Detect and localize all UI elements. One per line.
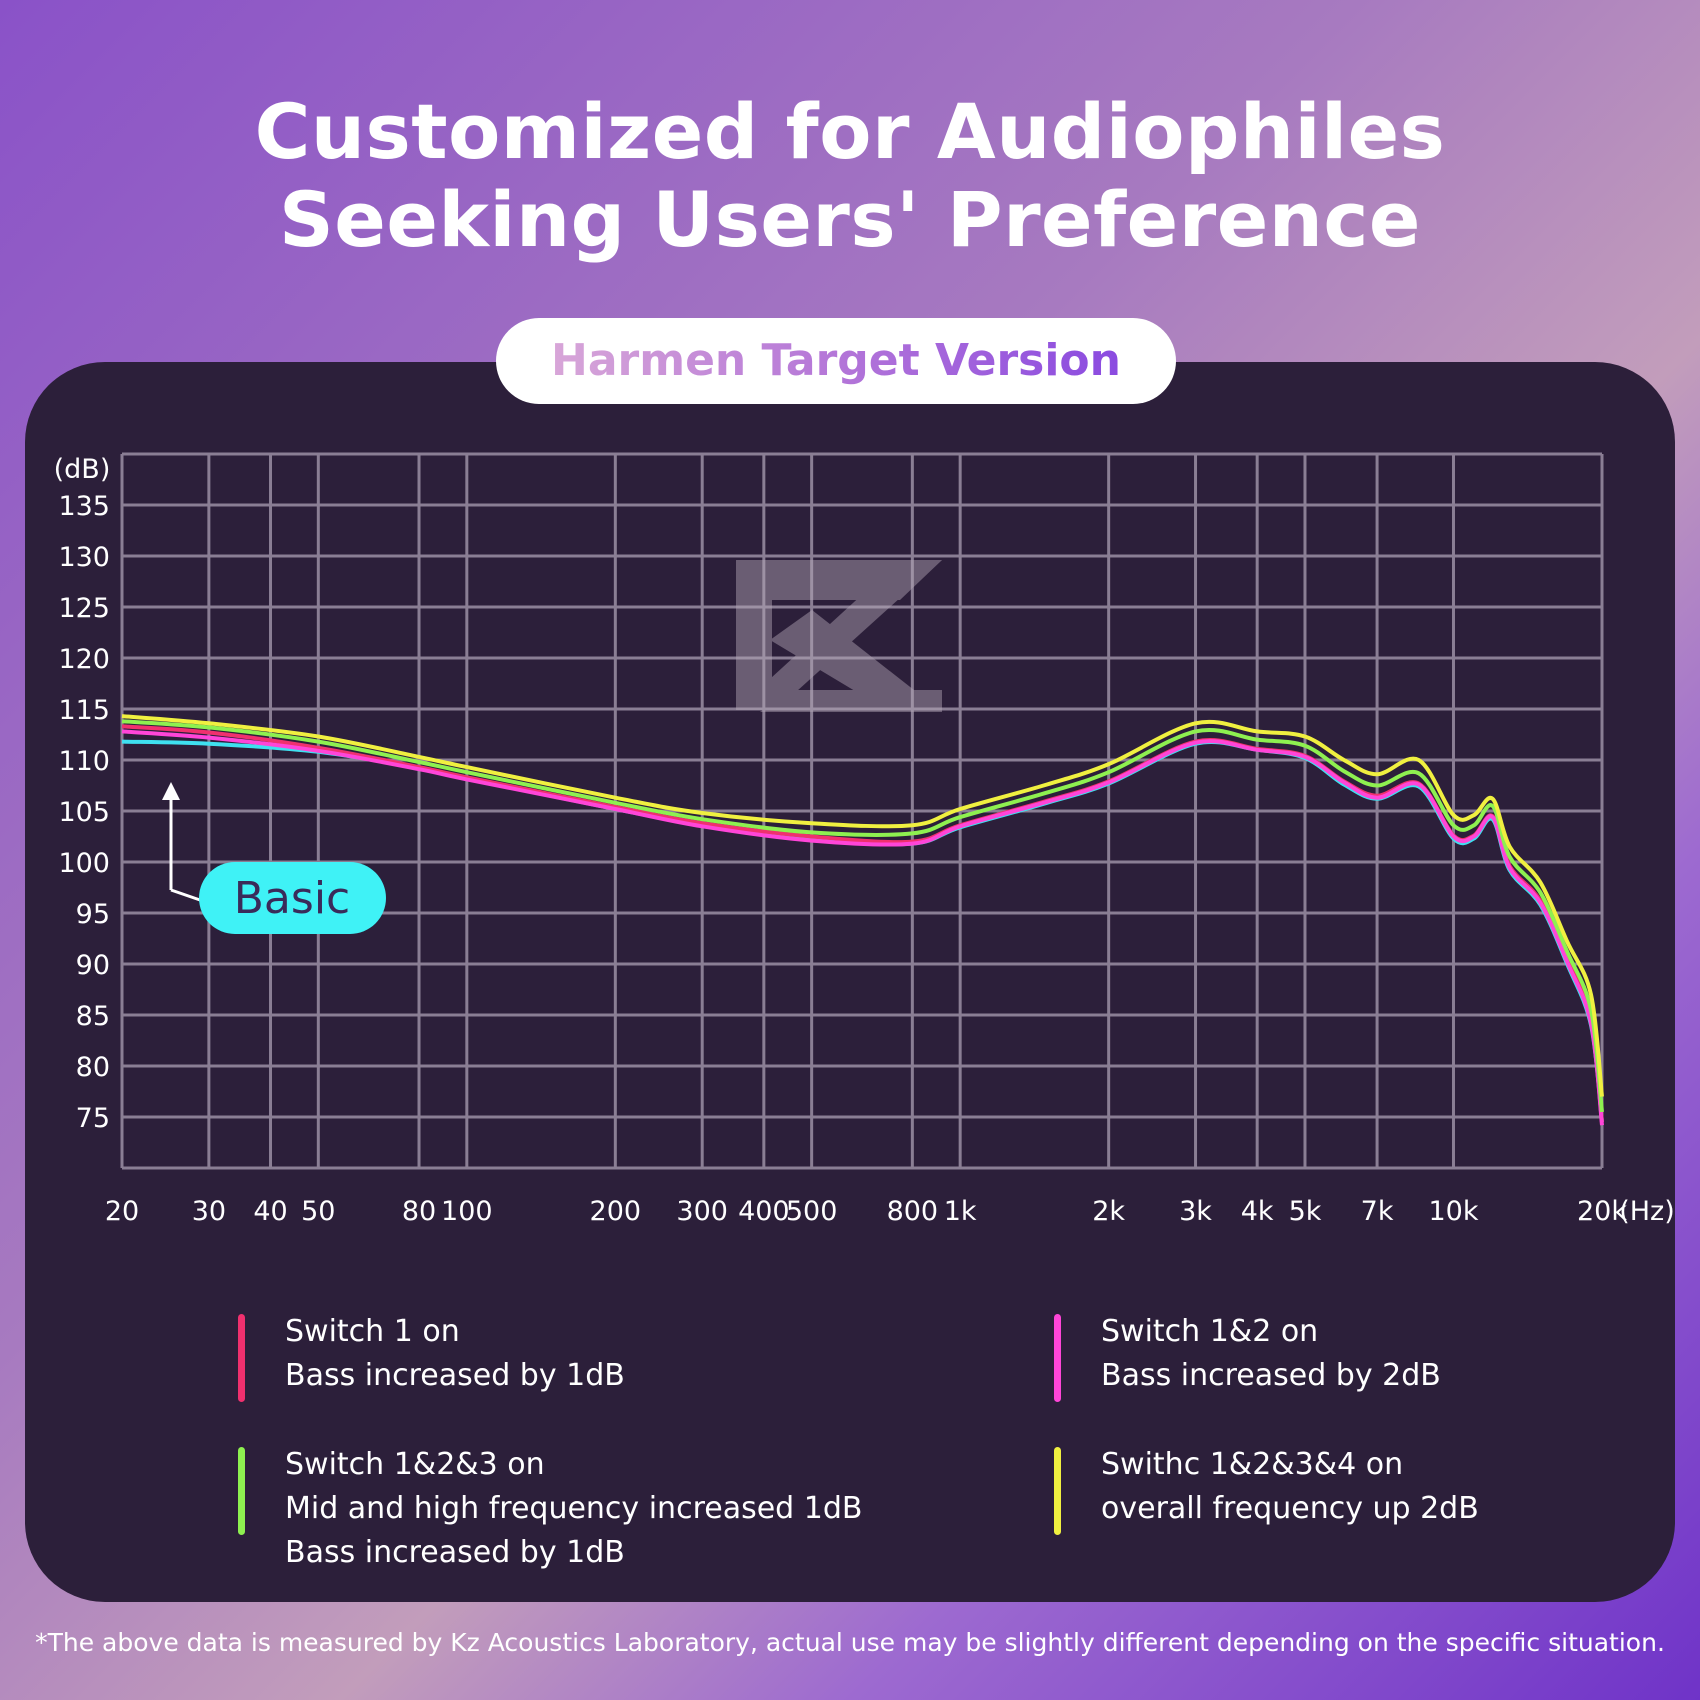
x-tick-label: 500 (786, 1196, 838, 1227)
legend-text: Switch 1 on Bass increased by 1dB (285, 1310, 625, 1398)
chart-grid (120, 452, 1604, 1170)
y-unit-label: (dB) (54, 454, 111, 485)
legend-color-swatch (1054, 1447, 1061, 1535)
basic-annotation: Basic (162, 782, 386, 934)
legend-text: Switch 1&2 on Bass increased by 2dB (1101, 1310, 1441, 1398)
y-tick-label: 120 (58, 644, 110, 675)
x-tick-label: 2k (1092, 1196, 1125, 1227)
series-line-2 (121, 729, 1604, 1126)
x-tick-label: 50 (301, 1196, 335, 1227)
legend-line: Switch 1 on (285, 1314, 460, 1349)
version-badge-label: Harmen Target Version (551, 335, 1121, 386)
version-badge: Harmen Target Version (496, 318, 1176, 404)
legend-line: Bass increased by 2dB (1101, 1358, 1441, 1393)
x-tick-label: 80 (402, 1196, 436, 1227)
y-tick-label: 90 (76, 950, 110, 981)
legend-line: Swithc 1&2&3&4 on (1101, 1447, 1404, 1482)
arrow-up-icon (162, 782, 180, 800)
x-tick-label: 7k (1361, 1196, 1394, 1227)
chart-series-group (121, 714, 1604, 1126)
y-tick-label: 105 (58, 797, 110, 828)
basic-badge (199, 862, 386, 934)
x-tick-label: 4k (1241, 1196, 1274, 1227)
series-line-4 (121, 714, 1604, 1097)
x-tick-label: 30 (192, 1196, 226, 1227)
y-tick-label: 110 (58, 746, 110, 777)
y-tick-label: 100 (58, 848, 110, 879)
legend-text: Swithc 1&2&3&4 on overall frequency up 2d… (1101, 1443, 1479, 1531)
x-unit-label: (Hz) (1619, 1196, 1675, 1227)
legend-line: Switch 1&2&3 on (285, 1447, 545, 1482)
page-title: Customized for Audiophiles Seeking Users… (254, 87, 1446, 264)
chart-panel (25, 362, 1675, 1602)
y-tick-labels: 75 80 85 90 95 100 105 110 115 120 125 130 135 (58, 491, 110, 1134)
legend-text: Switch 1&2&3 on Mid and high frequency in… (285, 1443, 862, 1575)
x-tick-label: 100 (441, 1196, 493, 1227)
x-tick-label: 20k (1577, 1196, 1627, 1227)
x-tick-label: 20 (105, 1196, 139, 1227)
y-tick-label: 80 (76, 1052, 110, 1083)
x-tick-label: 10k (1428, 1196, 1478, 1227)
y-tick-label: 85 (76, 1001, 110, 1032)
x-tick-label: 40 (253, 1196, 287, 1227)
x-tick-label: 1k (944, 1196, 977, 1227)
y-tick-label: 130 (58, 542, 110, 573)
series-line-3 (121, 719, 1604, 1113)
legend-line: Switch 1&2 on (1101, 1314, 1319, 1349)
legend-color-swatch (1054, 1314, 1061, 1402)
x-tick-label: 3k (1179, 1196, 1212, 1227)
x-tick-label: 5k (1289, 1196, 1322, 1227)
y-tick-label: 75 (76, 1103, 110, 1134)
y-tick-label: 135 (58, 491, 110, 522)
basic-badge-label: Basic (234, 873, 351, 924)
legend-line: Bass increased by 1dB (285, 1358, 625, 1393)
x-tick-label: 300 (676, 1196, 728, 1227)
y-tick-label: 95 (76, 899, 110, 930)
x-tick-label: 400 (738, 1196, 790, 1227)
legend-line: overall frequency up 2dB (1101, 1491, 1479, 1526)
annotation-arrow-connector (170, 888, 201, 902)
x-tick-label: 800 (887, 1196, 939, 1227)
kz-logo-watermark (736, 560, 942, 712)
legend-line: Bass increased by 1dB (285, 1535, 625, 1570)
y-tick-label: 115 (58, 695, 110, 726)
footnote: *The above data is measured by Kz Acoust… (35, 1628, 1665, 1657)
x-tick-label: 200 (590, 1196, 642, 1227)
y-tick-label: 125 (58, 593, 110, 624)
legend-color-swatch (238, 1314, 245, 1402)
legend-line: Mid and high frequency increased 1dB (285, 1491, 863, 1526)
legend-color-swatch (238, 1447, 245, 1535)
